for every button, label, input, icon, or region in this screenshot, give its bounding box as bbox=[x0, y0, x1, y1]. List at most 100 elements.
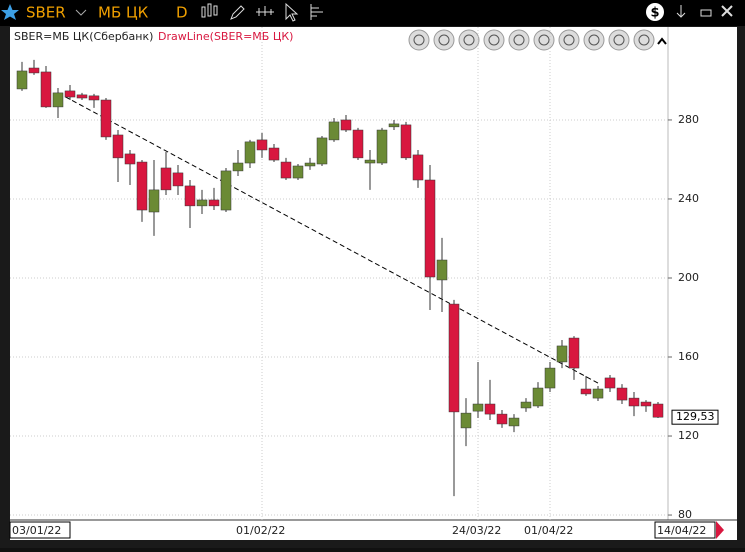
candle-body bbox=[424, 179, 436, 278]
candle-body bbox=[124, 153, 136, 165]
candle-body bbox=[136, 161, 148, 211]
candle-body bbox=[52, 92, 64, 108]
candle-body bbox=[184, 185, 196, 207]
candle-body bbox=[364, 159, 376, 164]
download-icon[interactable] bbox=[676, 5, 686, 18]
candle-body bbox=[496, 413, 508, 425]
trendline bbox=[57, 92, 599, 384]
candle-body bbox=[172, 172, 184, 187]
nav-button[interactable] bbox=[558, 29, 580, 51]
candle-body bbox=[256, 139, 268, 151]
candle-body bbox=[244, 141, 256, 164]
y-tick-label: 160 bbox=[678, 350, 699, 363]
date-box bbox=[654, 521, 716, 539]
favorite-star[interactable] bbox=[1, 4, 19, 20]
nav-button-inner bbox=[538, 34, 550, 46]
nav-button-inner bbox=[638, 34, 650, 46]
candle-body bbox=[40, 71, 52, 108]
date-box bbox=[9, 521, 71, 539]
candle-body bbox=[400, 124, 412, 159]
candle-body bbox=[388, 123, 400, 128]
drawline-label: DrawLine(SBER=МБ ЦК) bbox=[158, 30, 293, 43]
nav-button-inner bbox=[588, 34, 600, 46]
x-tick-label: 14/04/22 bbox=[657, 524, 706, 537]
candle-body bbox=[100, 99, 112, 138]
exchange[interactable]: МБ ЦК bbox=[98, 4, 149, 22]
candle-body bbox=[556, 345, 568, 363]
period[interactable]: D bbox=[176, 4, 188, 22]
currency-sign: $ bbox=[650, 6, 659, 21]
candle-body bbox=[268, 147, 280, 161]
candle-body bbox=[472, 403, 484, 412]
instrument[interactable]: SBER bbox=[26, 4, 66, 22]
candle-body bbox=[436, 259, 448, 281]
nav-button[interactable] bbox=[458, 29, 480, 51]
objects-icon[interactable] bbox=[310, 4, 323, 20]
candle-body bbox=[520, 401, 532, 409]
candle-body bbox=[460, 412, 472, 429]
candle-body bbox=[532, 387, 544, 407]
candle-body bbox=[376, 129, 388, 164]
nav-button[interactable] bbox=[433, 29, 455, 51]
x-tick-label: 24/03/22 bbox=[452, 524, 501, 537]
nav-button[interactable] bbox=[633, 29, 655, 51]
dropdown-arrow[interactable] bbox=[75, 9, 87, 16]
candle-body bbox=[640, 401, 652, 407]
minimize-icon[interactable] bbox=[700, 9, 712, 17]
candle-body bbox=[316, 137, 328, 165]
candle-body bbox=[304, 162, 316, 167]
candle-body bbox=[196, 199, 208, 207]
nav-button[interactable] bbox=[408, 29, 430, 51]
y-tick-label: 80 bbox=[678, 508, 692, 521]
candle-body bbox=[28, 67, 40, 74]
candle-body bbox=[76, 94, 88, 99]
candle-body bbox=[292, 165, 304, 179]
series-label: SBER=МБ ЦК(Сбербанк) bbox=[14, 30, 153, 43]
candle-body bbox=[280, 161, 292, 179]
candle-body bbox=[568, 337, 580, 369]
candle-body bbox=[484, 403, 496, 415]
currency-icon[interactable] bbox=[646, 3, 664, 21]
candle-body bbox=[340, 119, 352, 131]
toolbar bbox=[0, 0, 745, 26]
candle-body bbox=[16, 70, 28, 90]
indicator-icon[interactable] bbox=[256, 6, 274, 16]
nav-button[interactable] bbox=[608, 29, 630, 51]
nav-button-inner bbox=[613, 34, 625, 46]
x-axis-strip bbox=[10, 520, 737, 540]
cursor-icon[interactable] bbox=[285, 2, 299, 22]
draw-icon[interactable] bbox=[230, 5, 245, 20]
candle-body bbox=[616, 387, 628, 401]
candle-body bbox=[148, 189, 160, 213]
nav-button-inner bbox=[563, 34, 575, 46]
candle-body bbox=[592, 388, 604, 399]
candle-body bbox=[328, 121, 340, 141]
candle-body bbox=[352, 129, 364, 159]
nav-button-inner bbox=[488, 34, 500, 46]
y-tick-label: 200 bbox=[678, 271, 699, 284]
nav-button[interactable] bbox=[533, 29, 555, 51]
close-icon[interactable] bbox=[721, 5, 733, 17]
nav-button[interactable] bbox=[508, 29, 530, 51]
collapse-arrow[interactable] bbox=[657, 37, 667, 45]
candle-body bbox=[448, 303, 460, 413]
chart-type-icon[interactable] bbox=[201, 3, 218, 18]
nav-button[interactable] bbox=[483, 29, 505, 51]
candle-body bbox=[628, 397, 640, 407]
candle-body bbox=[544, 367, 556, 389]
candle-body bbox=[160, 167, 172, 191]
nav-button-inner bbox=[513, 34, 525, 46]
last-price-box bbox=[671, 409, 719, 425]
candle-body bbox=[220, 170, 232, 211]
nav-button[interactable] bbox=[583, 29, 605, 51]
candle-body bbox=[652, 403, 664, 418]
date-marker bbox=[716, 521, 724, 539]
nav-button-inner bbox=[438, 34, 450, 46]
x-tick-label: 03/01/22 bbox=[12, 524, 61, 537]
candle-body bbox=[604, 377, 616, 389]
x-tick-label: 01/04/22 bbox=[524, 524, 573, 537]
last-price-label: 129,53 bbox=[676, 410, 715, 423]
y-tick-label: 240 bbox=[678, 192, 699, 205]
nav-button-inner bbox=[413, 34, 425, 46]
